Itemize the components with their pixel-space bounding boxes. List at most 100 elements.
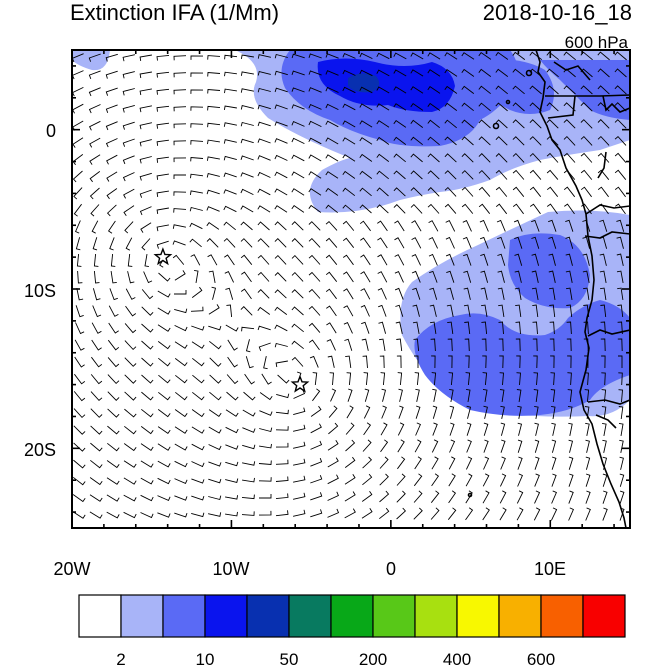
colorbar-box <box>204 594 248 638</box>
wind-barb <box>583 321 589 335</box>
wind-barb <box>190 306 204 312</box>
wind-barb <box>327 457 339 468</box>
wind-barb <box>174 341 188 349</box>
colorbar-box <box>120 594 164 638</box>
wind-barb <box>482 355 487 369</box>
wind-barb <box>105 53 118 62</box>
wind-barb <box>449 439 456 453</box>
wind-barb <box>412 287 421 300</box>
wind-barb <box>258 477 272 482</box>
wind-barb <box>376 204 389 214</box>
wind-barb <box>88 87 101 97</box>
wind-barb <box>342 69 356 76</box>
wind-barb <box>381 405 387 419</box>
wind-barb <box>516 507 524 521</box>
wind-barb <box>72 476 86 486</box>
wind-barb <box>568 490 574 504</box>
wind-barb <box>207 55 221 60</box>
wind-barb <box>206 189 220 195</box>
wind-barb <box>478 68 492 77</box>
wind-barb <box>209 374 222 384</box>
wind-barb <box>414 355 419 368</box>
wind-barb <box>516 490 524 504</box>
wind-barb <box>432 388 437 402</box>
wind-barb <box>293 407 306 416</box>
wind-barb <box>483 405 488 419</box>
wind-barb <box>499 473 507 487</box>
wind-barb <box>614 102 627 112</box>
wind-barb <box>92 237 98 251</box>
wind-barb <box>602 422 607 436</box>
wind-barb <box>568 439 574 453</box>
coastline <box>467 50 630 528</box>
wind-barb <box>549 321 555 335</box>
wind-barb <box>274 324 288 332</box>
wind-barb <box>274 87 288 93</box>
wind-barb <box>414 456 422 470</box>
wind-barb <box>360 288 371 300</box>
wind-barb <box>308 254 321 265</box>
wind-barb <box>88 53 101 62</box>
wind-barb <box>156 156 169 163</box>
wind-barb <box>225 324 239 332</box>
wind-barb <box>427 52 441 60</box>
wind-barb <box>427 102 441 111</box>
wind-barb <box>257 221 270 231</box>
wind-barb <box>325 103 339 111</box>
wind-barb <box>550 355 555 369</box>
wind-barb <box>344 508 356 519</box>
wind-barb <box>76 288 84 301</box>
wind-barb <box>191 443 205 451</box>
wind-barb <box>175 391 188 401</box>
wind-barb <box>482 473 490 487</box>
wind-barb <box>359 86 373 94</box>
wind-barb <box>190 140 204 145</box>
wind-barb <box>444 119 457 129</box>
wind-barb <box>191 426 205 434</box>
wind-barb <box>157 443 171 451</box>
wind-barb <box>274 238 287 248</box>
wind-barb <box>414 439 422 453</box>
wind-barb <box>207 254 218 266</box>
wind-barb <box>461 170 474 180</box>
wind-barb <box>276 393 290 399</box>
wind-barb <box>410 153 423 163</box>
wind-barb <box>227 339 238 351</box>
wind-barb <box>90 374 103 385</box>
wind-barb <box>107 408 120 418</box>
wind-barb <box>393 204 406 214</box>
wind-barb <box>379 473 389 486</box>
wind-barb <box>413 473 423 487</box>
wind-barb <box>107 442 120 452</box>
wind-barb <box>481 321 488 335</box>
x-tick-label-10w: 10W <box>212 559 249 579</box>
wind-barb <box>225 426 239 434</box>
wind-barb <box>513 219 523 232</box>
wind-barb <box>445 219 456 232</box>
wind-barb <box>259 494 272 499</box>
wind-barb <box>512 203 524 215</box>
wind-barb <box>376 69 390 77</box>
wind-barb <box>327 508 340 518</box>
wind-barb <box>497 270 505 283</box>
wind-barb <box>240 288 252 300</box>
wind-barb <box>427 187 440 197</box>
wind-barb <box>448 372 454 386</box>
wind-barb <box>531 236 540 249</box>
wind-barb <box>257 325 271 331</box>
wind-barb <box>208 325 222 331</box>
wind-barb <box>293 509 306 517</box>
wind-barb <box>614 169 627 180</box>
wind-barb <box>343 322 353 334</box>
colorbar-box <box>162 594 206 638</box>
colorbar-box <box>288 594 332 638</box>
wind-barb <box>618 372 623 386</box>
wind-barb <box>123 494 137 502</box>
wind-barb <box>361 508 373 519</box>
wind-barb <box>327 474 339 485</box>
wind-barb <box>124 340 137 351</box>
wind-barb <box>482 388 488 402</box>
wind-barb <box>226 374 239 385</box>
wind-barb <box>242 461 256 466</box>
wind-barb <box>394 237 405 249</box>
